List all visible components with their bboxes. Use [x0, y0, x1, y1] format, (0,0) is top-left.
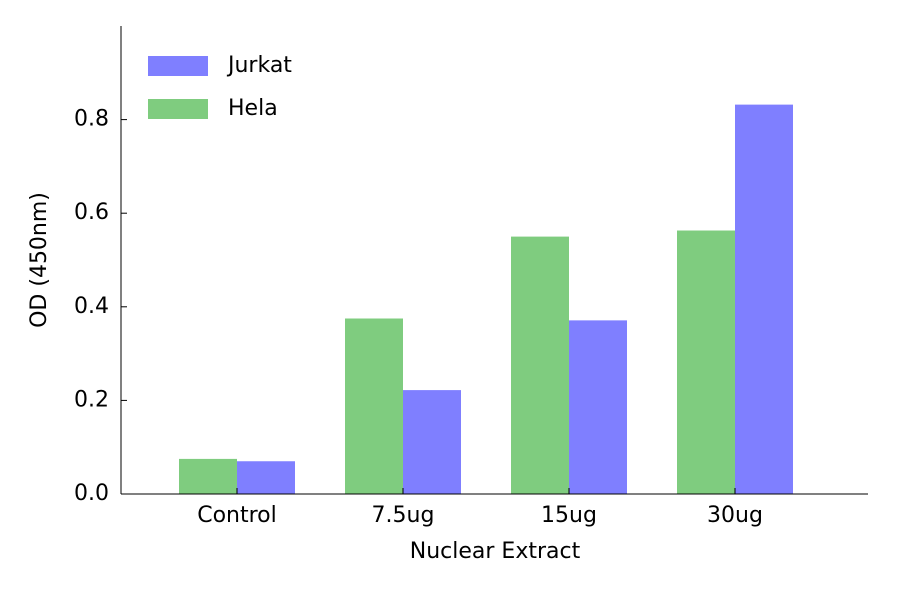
legend-label: Hela [228, 96, 278, 121]
legend-swatch [148, 99, 208, 119]
bar [569, 320, 627, 494]
bar [511, 236, 569, 494]
x-tick-label: 7.5ug [372, 503, 435, 528]
bar [677, 230, 735, 495]
bar [179, 458, 237, 494]
y-axis-label: OD (450nm) [27, 192, 52, 328]
y-tick-label: 0.2 [74, 387, 109, 412]
legend-label: Jurkat [226, 53, 292, 78]
bar [735, 104, 793, 495]
y-tick-label: 0.6 [74, 200, 109, 225]
bar [237, 461, 295, 494]
y-tick-label: 0.0 [74, 481, 109, 506]
x-tick-label: 30ug [707, 503, 763, 528]
x-tick-label: 15ug [541, 503, 597, 528]
x-tick-label: Control [197, 503, 277, 528]
bar [403, 390, 461, 494]
y-tick-label: 0.8 [74, 107, 109, 132]
y-tick-label: 0.4 [74, 294, 109, 319]
legend-swatch [148, 56, 208, 76]
bar [345, 318, 403, 494]
x-axis-label: Nuclear Extract [410, 539, 581, 564]
